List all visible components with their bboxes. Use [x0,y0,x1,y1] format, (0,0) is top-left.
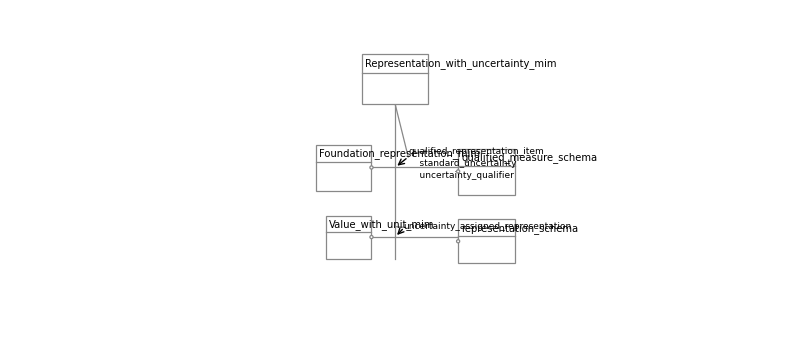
Text: qualified_measure_schema: qualified_measure_schema [461,152,597,163]
Bar [326,216,372,259]
Circle shape [370,236,373,239]
Text: qualified_representation_item
    standard_uncertainty
    uncertainty_qualifier: qualified_representation_item standard_u… [408,147,544,180]
Circle shape [370,166,373,169]
Text: representation_schema: representation_schema [461,223,578,234]
Bar [316,145,372,191]
Bar [458,149,515,194]
Text: Foundation_representation_mim: Foundation_representation_mim [319,149,480,160]
Bar [458,220,515,263]
Circle shape [457,170,460,173]
Circle shape [457,240,460,243]
Text: uncertainty_assigned_representation: uncertainty_assigned_representation [403,222,571,231]
Bar [362,54,428,104]
Text: Representation_with_uncertainty_mim: Representation_with_uncertainty_mim [365,58,557,69]
Text: Value_with_unit_mim: Value_with_unit_mim [329,220,434,231]
